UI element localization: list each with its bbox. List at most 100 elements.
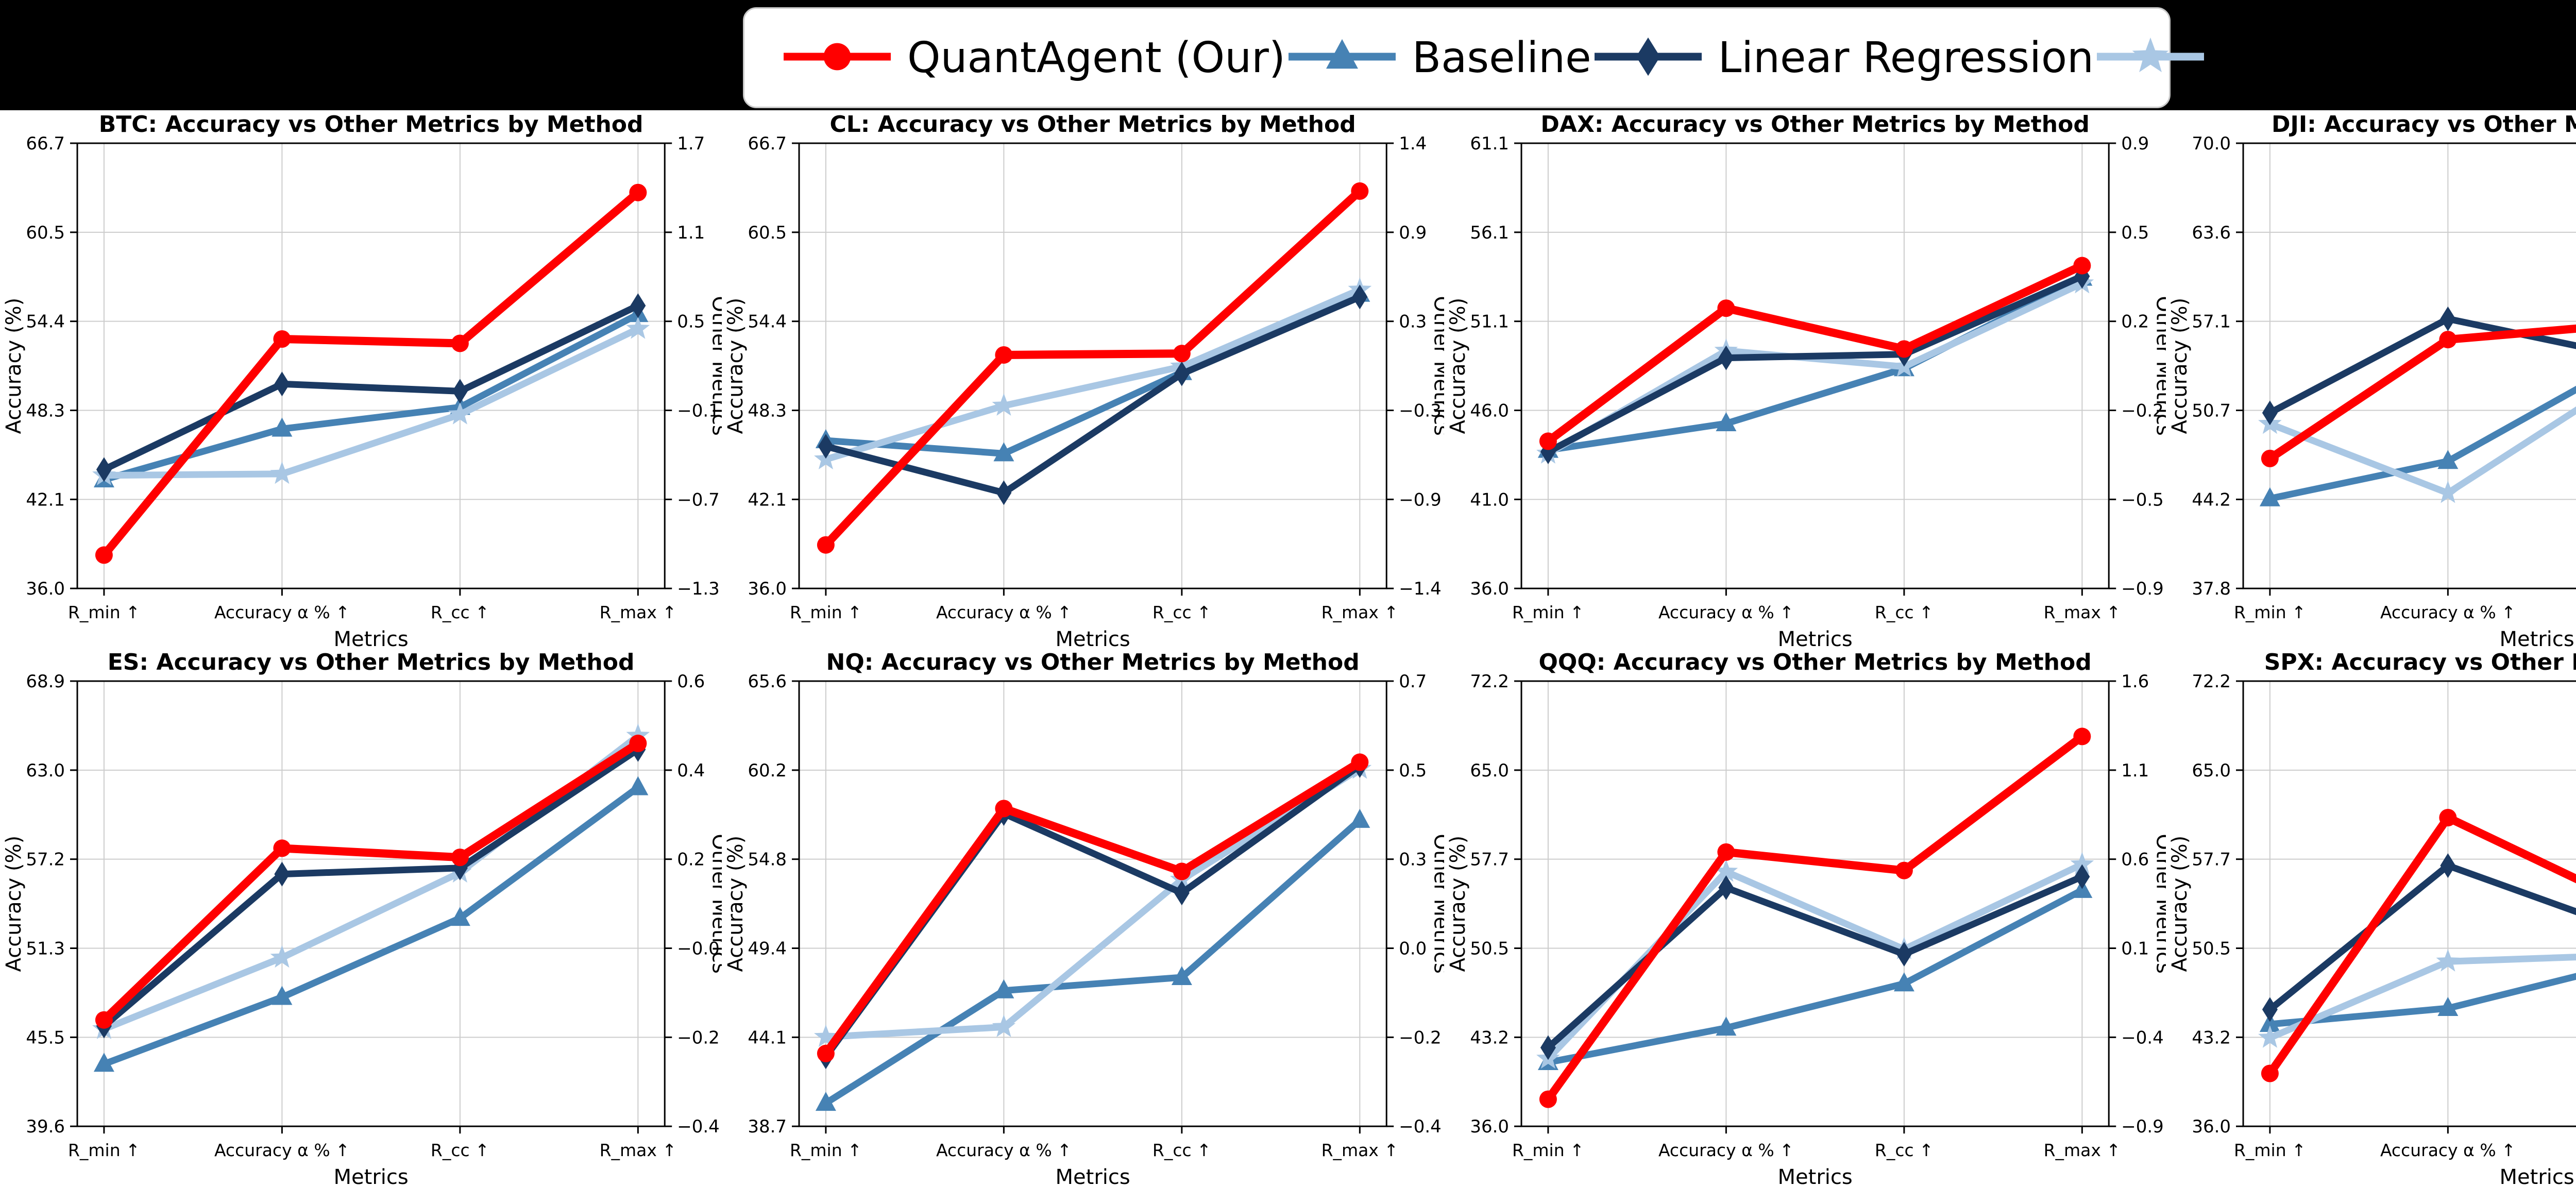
chart-CL: 66.7 60.5 54.4 48.3 42.1 36.0 1.4 0.9 0.3 −0.3 −0.… (724, 111, 1444, 648)
y-tick-label-right: 0.7 (1399, 671, 1427, 692)
legend-item-quantagent: QuantAgent (Our) (781, 26, 1285, 90)
x-tick-label: Accuracy α % ↑ (214, 602, 350, 622)
y-axis-label-left: Accuracy (%) (1446, 298, 1470, 434)
series-line-linear-regression (2266, 315, 2576, 416)
chart-SPX: 72.265.057.750.543.236.01.30.90.40.0−0.4… (2168, 649, 2576, 1186)
series-line-linear-regression (1544, 873, 2086, 1052)
axes-spines (2242, 680, 2576, 1127)
y-axis-label-left: Accuracy (%) (2, 298, 26, 434)
y-tick-label-left: 38.7 (748, 1116, 787, 1137)
axes-spines (1520, 680, 2110, 1127)
y-tick-label-left: 46.0 (1470, 400, 1509, 421)
x-axis-label: Metrics (2499, 628, 2574, 648)
linear-regression-line-marker-icon (1591, 26, 1705, 90)
y-tick-label-left: 36.0 (1470, 579, 1509, 599)
marker-diamond-dji-p1 (2440, 306, 2456, 331)
y-tick-label-right: −0.7 (677, 489, 720, 510)
marker-star-spx-p1 (2436, 949, 2460, 972)
y-tick-label-right: 0.4 (677, 760, 705, 781)
x-tick-label: R_cc ↑ (1153, 602, 1211, 622)
marker-triangle-spx-p1 (2437, 997, 2459, 1016)
marker-triangle-es-p1 (272, 986, 293, 1005)
x-tick-label: R_cc ↑ (1874, 1140, 1933, 1160)
y-tick-label-left: 65.0 (2192, 760, 2231, 781)
series-line-quantagent-our- (1544, 261, 2086, 446)
marker-star-es-p1 (270, 945, 294, 968)
x-tick-label: R_max ↑ (600, 602, 676, 622)
marker-triangle-dji-p1 (2437, 450, 2459, 469)
x-tick-label: Accuracy α % ↑ (1658, 1140, 1793, 1160)
y-tick-label-left: 56.1 (1470, 223, 1509, 243)
legend-swatch-svg (1288, 39, 1396, 69)
charts-grid: 66.7 60.5 54.4 48.3 42.1 36.0 1.7 1.1 0.5 −0.1 −0.… (0, 110, 2576, 1186)
y-tick-label-left: 36.0 (26, 579, 65, 599)
legend-item-xgboost: XGBoost (2094, 26, 2401, 90)
x-axis-label: Metrics (1777, 1165, 1852, 1186)
marker-circle-spx-p1 (2439, 809, 2457, 827)
marker-star-qqq-p1 (1714, 859, 1738, 882)
chart-cell-BTC: 66.7 60.5 54.4 48.3 42.1 36.0 1.7 1.1 0.5 −0.1 −0.… (0, 110, 722, 649)
series-line-xgboost (1544, 861, 2086, 1062)
marker-circle-cl-p3 (1351, 182, 1369, 200)
x-tick-label: R_cc ↑ (1874, 602, 1933, 622)
marker-circle-nq-p0 (817, 1044, 835, 1062)
y-tick-label-right: −0.9 (2121, 579, 2164, 599)
y-axis-label-right: Other Metrics (1429, 296, 1444, 435)
marker-triangle-nq-p3 (1349, 809, 1370, 828)
marker-circle-btc-p3 (629, 183, 647, 201)
marker-triangle-nq-p1 (993, 979, 1014, 998)
x-tick-label: Accuracy α % ↑ (1658, 602, 1793, 622)
y-axis-label-right: Other Metrics (707, 834, 722, 974)
y-tick-label-right: −0.4 (1399, 1116, 1442, 1137)
marker-star-dji-p1 (2436, 481, 2460, 503)
marker-circle-nq-p3 (1351, 753, 1369, 771)
y-tick-label-right: −1.4 (1399, 579, 1442, 599)
marker-circle-qqq-p2 (1895, 861, 1913, 879)
marker-star-btc-p1 (270, 461, 294, 484)
x-tick-label: R_min ↑ (790, 602, 862, 622)
y-tick-label-left: 54.8 (748, 850, 787, 870)
y-axis-label-left: Accuracy (%) (2168, 298, 2192, 434)
series-line-baseline (2266, 973, 2576, 1028)
y-tick-label-right: −0.4 (2121, 1027, 2164, 1048)
y-tick-label-left: 45.5 (26, 1027, 65, 1048)
axes-spines (76, 680, 666, 1127)
y-tick-label-right: −0.2 (1399, 1027, 1442, 1048)
marker-diamond-btc-p1 (274, 371, 290, 397)
x-tick-label: R_min ↑ (2234, 602, 2306, 622)
y-tick-label-left: 70.0 (2192, 133, 2231, 154)
series-line-linear-regression (100, 746, 641, 1030)
series-line-xgboost (100, 325, 641, 479)
marker-star-es-p3 (626, 723, 650, 746)
chart-title: DJI: Accuracy vs Other Metrics by Method (2272, 111, 2576, 138)
legend-label-baseline: Baseline (1412, 33, 1591, 82)
y-tick-label-right: 0.5 (2121, 223, 2149, 243)
legend-swatch-svg (784, 43, 891, 71)
legend-label-linear-regression: Linear Regression (1718, 33, 2094, 82)
marker-circle-cl-p1 (995, 346, 1013, 364)
marker-star-btc-p2 (448, 402, 472, 425)
series-line-baseline (2266, 385, 2576, 502)
y-tick-label-left: 48.3 (748, 400, 787, 421)
chart-title: BTC: Accuracy vs Other Metrics by Method (99, 111, 643, 138)
y-tick-label-left: 66.7 (748, 133, 787, 154)
marker-triangle-cl-p1 (993, 442, 1014, 462)
marker-triangle-nq-p0 (816, 1092, 837, 1111)
y-tick-label-left: 39.6 (26, 1116, 65, 1137)
marker-circle-btc-p1 (273, 330, 291, 348)
chart-title: DAX: Accuracy vs Other Metrics by Method (1540, 111, 2089, 138)
y-tick-label-right: 0.9 (1399, 223, 1427, 243)
legend-item-baseline: Baseline (1285, 26, 1591, 90)
y-tick-label-left: 50.5 (1470, 939, 1509, 959)
y-tick-label-right: 1.1 (2121, 760, 2149, 781)
marker-diamond-qqq-p0 (1540, 1035, 1556, 1060)
chart-NQ: 65.6 60.2 54.8 49.4 44.1 38.7 0.7 0.5 0.3 0.0 −0.2… (724, 649, 1444, 1186)
marker-circle-es-p0 (95, 1011, 113, 1029)
x-tick-label: Accuracy α % ↑ (936, 1140, 1072, 1160)
marker-diamond-spx-p0 (2262, 997, 2278, 1022)
marker-circle-cl-p0 (817, 536, 835, 554)
x-tick-label: R_min ↑ (1512, 1140, 1584, 1160)
axes-spines (1520, 142, 2110, 589)
y-axis-label-right: Other Metrics (1429, 834, 1444, 974)
y-tick-label-left: 60.5 (748, 223, 787, 243)
